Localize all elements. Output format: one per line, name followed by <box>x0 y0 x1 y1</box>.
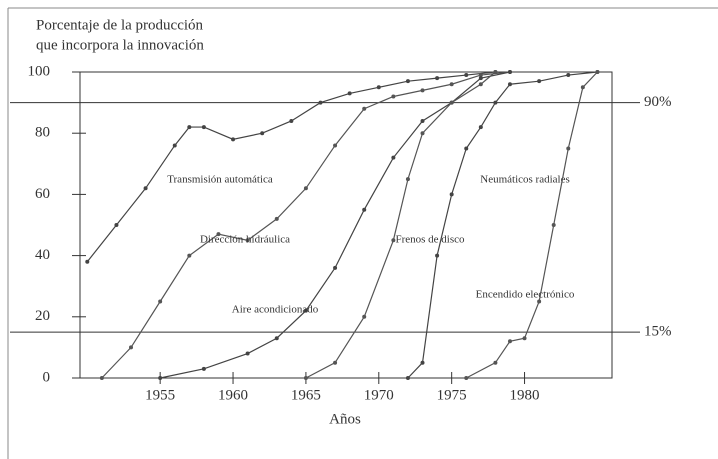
point <box>260 131 265 136</box>
point <box>114 223 119 227</box>
point <box>566 146 571 151</box>
point <box>464 73 469 78</box>
point <box>303 186 308 191</box>
y-tick-label: 100 <box>28 63 51 79</box>
point <box>420 131 425 136</box>
point <box>274 216 279 221</box>
point <box>449 100 454 105</box>
point <box>201 366 206 371</box>
y-tick-label: 60 <box>35 186 50 202</box>
point <box>449 192 454 197</box>
point <box>551 223 556 227</box>
point <box>507 70 512 74</box>
y-tick-label: 0 <box>43 369 51 385</box>
point <box>129 345 134 350</box>
point <box>333 143 338 148</box>
point <box>580 85 585 90</box>
series-label: Aire acondicionado <box>232 304 319 316</box>
point <box>318 100 323 105</box>
point <box>143 186 148 191</box>
x-tick-label: 1975 <box>437 387 467 403</box>
series-line <box>160 71 511 379</box>
series-label: Neumáticos radiales <box>480 174 570 186</box>
point <box>303 308 308 313</box>
y-tick-label: 20 <box>35 308 50 324</box>
point <box>187 125 192 130</box>
point <box>201 125 206 130</box>
point <box>391 155 396 160</box>
point <box>566 73 571 78</box>
point <box>435 253 440 258</box>
point <box>449 82 454 87</box>
point <box>478 82 483 87</box>
point <box>405 79 410 84</box>
point <box>231 137 236 142</box>
point <box>420 88 425 93</box>
point <box>420 360 425 365</box>
chart-title: Porcentaje de la producción <box>36 17 204 33</box>
point <box>362 314 367 319</box>
point <box>274 336 279 341</box>
point <box>391 94 396 99</box>
series-label: Frenos de disco <box>395 234 465 246</box>
point <box>507 339 512 344</box>
point <box>362 106 367 111</box>
x-tick-label: 1955 <box>145 387 175 403</box>
x-tick-label: 1965 <box>291 387 321 403</box>
point <box>362 207 367 212</box>
series-label: Transmisión automática <box>167 174 273 186</box>
reference-label: 90% <box>644 94 672 110</box>
point <box>158 299 163 304</box>
series-line <box>86 71 496 263</box>
point <box>172 143 177 148</box>
series-label: Encendido electrónico <box>476 289 575 301</box>
point <box>493 70 498 74</box>
x-tick-label: 1980 <box>510 387 540 403</box>
point <box>85 259 90 264</box>
y-tick-label: 40 <box>35 247 50 263</box>
point <box>507 82 512 87</box>
point <box>245 351 250 356</box>
x-tick-label: 1960 <box>218 387 248 403</box>
point <box>493 100 498 105</box>
y-tick-label: 80 <box>35 125 50 141</box>
point <box>99 376 104 380</box>
point <box>420 118 425 123</box>
x-axis-label: Años <box>329 411 361 427</box>
point <box>289 118 294 123</box>
point <box>303 376 308 380</box>
point <box>376 85 381 90</box>
point <box>435 76 440 81</box>
point <box>333 360 338 365</box>
point <box>595 70 600 74</box>
point <box>537 79 542 84</box>
point <box>158 376 163 380</box>
x-tick-label: 1970 <box>364 387 394 403</box>
point <box>333 265 338 270</box>
point <box>347 91 352 96</box>
point <box>478 73 483 78</box>
point <box>478 125 483 130</box>
reference-label: 15% <box>644 324 672 340</box>
chart-subtitle: que incorpora la innovación <box>36 37 204 53</box>
point <box>216 232 221 237</box>
point <box>405 177 410 182</box>
point <box>391 238 396 243</box>
point <box>187 253 192 258</box>
point <box>478 76 483 81</box>
point <box>464 376 469 380</box>
point <box>493 360 498 365</box>
point <box>245 238 250 243</box>
plot-area <box>79 71 613 379</box>
point <box>537 299 542 304</box>
point <box>464 146 469 151</box>
series-label: Dirección hidráulica <box>200 234 290 246</box>
point <box>522 336 527 341</box>
point <box>405 376 410 380</box>
